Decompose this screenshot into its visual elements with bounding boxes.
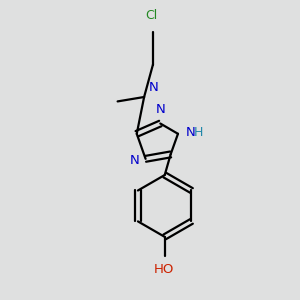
Text: N: N xyxy=(155,103,165,116)
Text: N: N xyxy=(148,81,158,94)
Text: N: N xyxy=(129,154,139,167)
Text: Cl: Cl xyxy=(145,9,158,22)
Text: N: N xyxy=(185,126,195,139)
Text: HO: HO xyxy=(154,263,174,276)
Text: H: H xyxy=(193,126,203,139)
